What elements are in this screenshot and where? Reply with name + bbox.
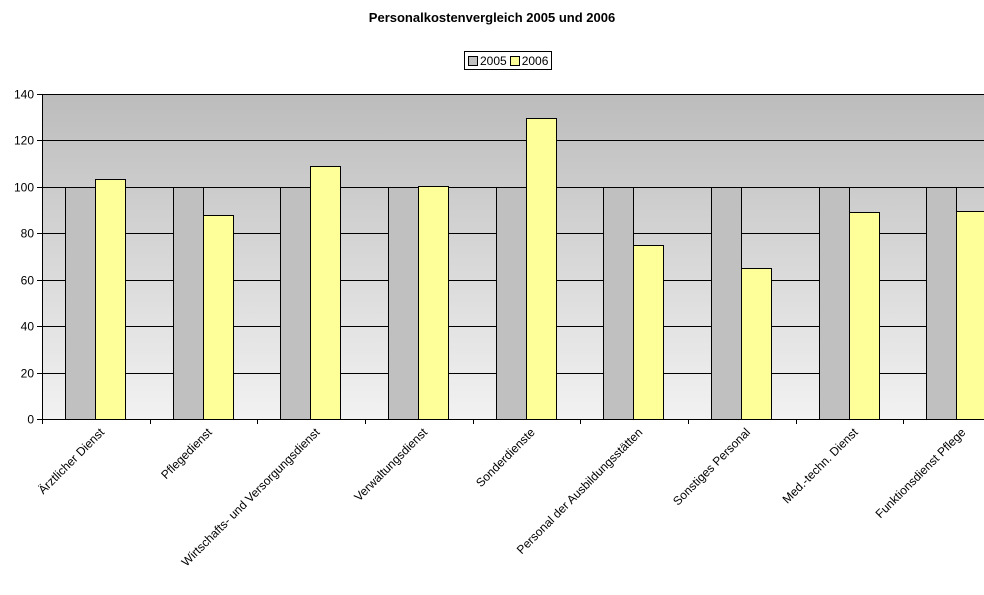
legend-swatch-2006	[509, 55, 520, 66]
bar-2006-9	[956, 211, 984, 420]
legend-swatch-2005	[468, 55, 478, 66]
bar-2006-6	[633, 245, 664, 420]
x-tick-label: Funktionsdienst Pflege	[873, 425, 969, 521]
x-tick-label: Verwaltungsdienst	[351, 425, 430, 504]
y-tick-label: 40	[21, 320, 35, 334]
bar-2005-5	[496, 187, 527, 420]
bar-2006-7	[741, 268, 772, 420]
bar-2006-2	[203, 215, 234, 420]
y-tick-label: 60	[21, 274, 35, 288]
bar-2006-8	[849, 212, 880, 420]
legend: 2005 2006	[464, 51, 553, 70]
x-tick-label: Personal der Ausbildungsstätten	[514, 425, 646, 557]
x-tick-label: Sonstiges Personal	[670, 425, 753, 508]
bars	[65, 118, 984, 420]
bar-2005-9	[926, 187, 957, 420]
x-tick-label: Ärztlicher Dienst	[35, 425, 107, 497]
bar-2005-3	[280, 187, 311, 420]
bar-2006-5	[526, 118, 557, 420]
y-tick-label: 120	[14, 134, 34, 148]
bar-2005-2	[173, 187, 204, 420]
chart-title: Personalkostenvergleich 2005 und 2006	[368, 10, 616, 25]
bar-2006-3	[310, 166, 341, 420]
y-tick-label: 100	[14, 181, 34, 195]
legend-label-2006: 2006	[521, 53, 549, 68]
legend-item-2005: 2005	[468, 54, 507, 68]
x-tick-label: Pflegedienst	[158, 425, 215, 482]
bar-2006-1	[95, 179, 126, 420]
y-tick-label: 20	[21, 367, 35, 381]
legend-item-2006: 2006	[509, 53, 549, 68]
bar-2005-4	[388, 187, 419, 420]
axes	[37, 94, 984, 424]
x-tick-label: Sonderdienste	[473, 425, 538, 490]
bar-2005-6	[603, 187, 634, 420]
bar-2005-8	[819, 187, 850, 420]
bar-2005-1	[65, 187, 96, 420]
bar-2005-7	[711, 187, 742, 420]
y-tick-label: 140	[14, 88, 34, 102]
legend-label-2005: 2005	[480, 53, 507, 68]
bar-2006-4	[418, 186, 449, 420]
y-tick-label: 80	[21, 227, 35, 241]
y-tick-label: 0	[27, 413, 34, 427]
x-tick-label: Med.-techn. Dienst	[780, 425, 862, 507]
